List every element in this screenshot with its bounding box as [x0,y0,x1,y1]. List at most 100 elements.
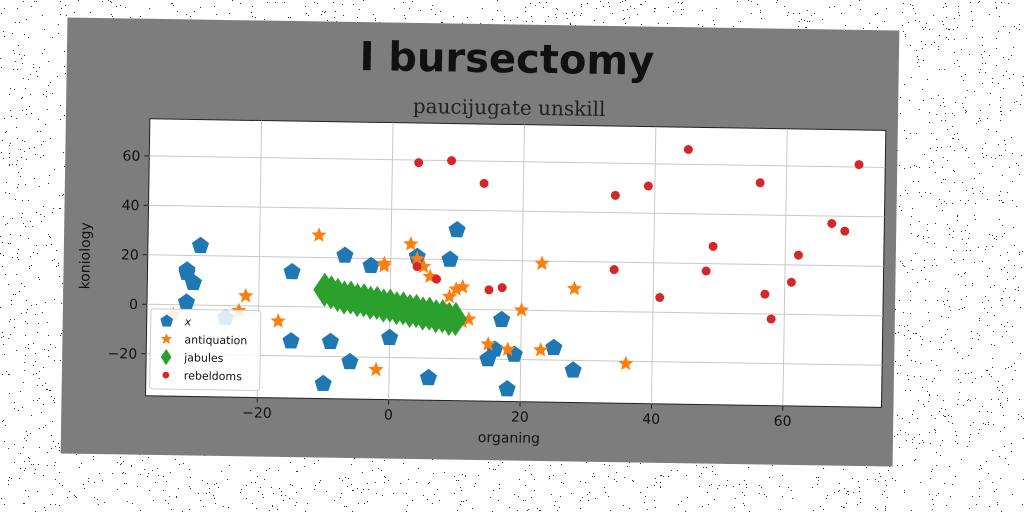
x-grid-line [650,126,657,404]
legend-entry: x [160,314,192,328]
legend-entry: antiquation [160,333,247,347]
axis-ticks: −20 0 20 40 60 −20 0 20 40 60 [108,148,792,430]
data-point [191,236,210,254]
chart-svg: I bursectomy paucijugate unskill −20 0 20 4… [77,34,887,447]
x-tick-label: 0 [384,408,393,424]
data-point [609,265,619,275]
data-point [643,181,653,191]
data-point [786,277,796,287]
chart-figure: I bursectomy paucijugate unskill −20 0 20 4… [60,17,900,467]
legend-entry: rebeldoms [162,369,242,383]
data-point [760,289,770,299]
data-point [403,236,419,251]
data-point [412,261,422,271]
data-point [321,332,340,350]
x-axis-label: organing [478,430,540,447]
data-point [708,241,718,251]
data-point [610,190,620,200]
y-axis-label: koniology [77,222,94,289]
legend-marker [160,348,172,366]
data-point [497,283,507,293]
data-point [447,156,457,166]
data-point [184,273,202,291]
data-point [414,158,424,168]
data-point [381,328,399,346]
legend-marker [160,333,173,345]
data-point [238,287,254,303]
x-tick-label: 40 [642,412,660,428]
x-tick-label: 20 [511,410,529,426]
data-point [177,293,196,310]
series-rebeldoms [412,145,864,324]
data-point [566,280,583,296]
y-grid-line [147,254,884,267]
y-tick-label: 40 [122,198,140,214]
data-point [854,160,864,170]
y-grid-line [148,204,885,218]
chart-subtitle: paucijugate unskill [413,94,606,121]
data-point [444,301,468,337]
x-grid-line [782,128,788,406]
data-point [827,219,837,229]
data-point [479,178,489,188]
data-point [314,374,332,392]
data-point [480,336,496,351]
series-jabules [313,272,468,337]
data-point [368,361,384,377]
legend-marker [160,314,174,327]
legend-label: jabules [183,351,224,365]
data-point [493,310,511,328]
data-point [701,266,711,276]
data-point [448,281,464,296]
data-marks [165,145,864,397]
legend-box [149,308,262,392]
data-point [362,256,380,274]
data-point [376,257,392,273]
data-point [341,352,359,370]
data-point [419,368,438,386]
data-point [618,355,634,371]
data-point [409,251,425,266]
data-point [545,338,563,356]
y-tick-label: 20 [121,247,139,263]
data-point [564,361,582,378]
data-point [533,342,549,357]
y-tick-label: 0 [129,297,138,313]
x-tick-label: 60 [774,414,792,430]
legend-entry: jabules [160,348,224,366]
data-point [422,268,438,284]
y-grid-line [149,155,886,168]
data-point [793,250,803,260]
data-point [683,145,693,155]
data-point [448,220,466,238]
data-point [455,278,471,294]
grid-lines [146,120,886,406]
data-point [441,250,459,267]
data-point [498,380,516,397]
data-point [513,302,530,317]
chart-title: I bursectomy [359,34,654,85]
data-point [500,341,516,357]
legend-label: antiquation [184,333,247,347]
data-point [270,313,286,328]
data-point [282,332,300,349]
legend-label: rebeldoms [184,369,242,383]
data-point [336,246,354,263]
data-point [766,314,776,324]
data-point [484,285,494,295]
legend-label: x [184,315,192,328]
legend-entries: x antiquation jabules rebeldoms [160,314,247,383]
data-point [432,274,442,284]
data-point [840,226,850,236]
data-point [755,178,765,188]
data-point [534,255,550,271]
y-grid-line [146,303,883,317]
y-tick-label: −20 [108,346,138,362]
data-point [311,227,327,242]
data-point [655,292,665,302]
legend: x antiquation jabules rebeldoms [149,308,262,392]
data-point [441,288,458,304]
legend-marker [162,371,170,379]
x-tick-label: −20 [242,405,272,421]
y-tick-label: 60 [122,148,140,164]
